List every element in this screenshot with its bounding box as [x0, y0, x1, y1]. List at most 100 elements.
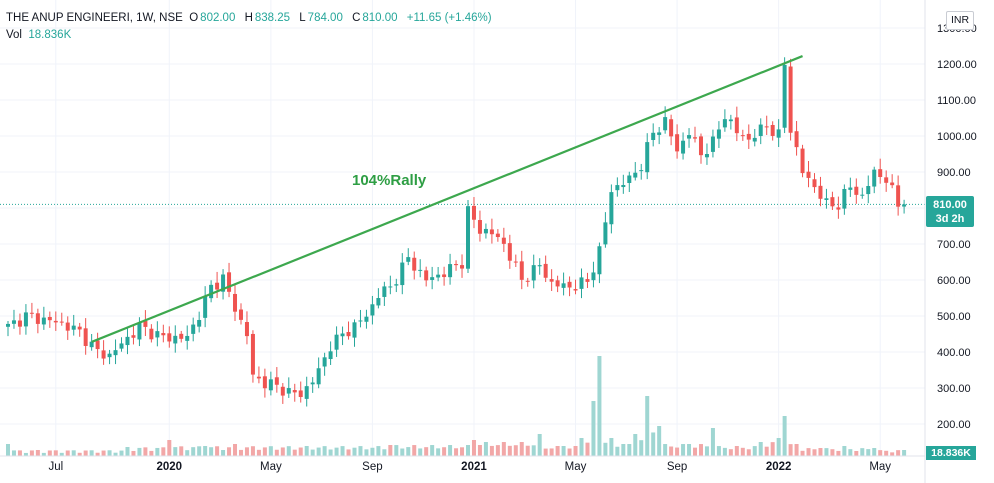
volume-bar — [866, 449, 871, 456]
candle-body — [818, 185, 823, 199]
time-tick-label: 2020 — [157, 461, 183, 473]
volume-bar — [734, 446, 739, 456]
volume-bar — [101, 450, 106, 456]
rally-annotation: 104%Rally — [352, 172, 427, 189]
volume-bar — [352, 447, 357, 456]
volume-bar — [209, 447, 214, 456]
volume-bar — [11, 450, 16, 456]
time-tick-label: May — [260, 461, 282, 473]
candle-body — [65, 322, 70, 331]
candle-body — [537, 265, 542, 267]
currency-button[interactable]: INR — [946, 11, 974, 30]
candle-body — [896, 185, 901, 207]
volume-bar — [812, 449, 817, 456]
candle-body — [280, 386, 285, 396]
volume-bar — [872, 448, 877, 456]
candle-body — [143, 320, 148, 327]
candle-body — [466, 206, 470, 269]
candle-body — [794, 131, 799, 148]
volume-bar — [59, 452, 64, 456]
volume-value: 18.836K — [28, 29, 72, 41]
close-value: 810.00 — [362, 12, 398, 24]
volume-bar — [525, 445, 530, 456]
volume-bar — [424, 447, 429, 456]
candle-body — [322, 357, 327, 367]
candle-body — [29, 312, 34, 314]
candle-body — [364, 316, 369, 322]
candle-body — [884, 177, 889, 183]
volume-bar — [567, 448, 572, 456]
volume-bar — [657, 426, 662, 456]
volume-bar — [669, 446, 674, 456]
volume-bar — [549, 448, 554, 456]
candle-body — [830, 197, 835, 207]
volume-bar — [758, 442, 763, 456]
candle-body — [543, 263, 548, 278]
candle-body — [316, 368, 321, 385]
candle-body — [47, 316, 52, 321]
volume-bar — [663, 444, 668, 456]
volume-bar — [764, 446, 769, 456]
volume-bar — [639, 440, 644, 456]
candle-body — [591, 272, 596, 281]
candle-body — [221, 274, 226, 292]
candle-body — [513, 261, 518, 263]
change-value: +11.65 (+1.46%) — [406, 12, 492, 24]
symbol-name[interactable]: THE ANUP ENGINEERI — [6, 12, 130, 24]
volume-bar — [292, 449, 297, 456]
volume-bar — [609, 438, 614, 456]
candle-body — [788, 66, 793, 133]
candle-body — [376, 298, 381, 306]
candle-body — [227, 272, 232, 292]
volume-bar — [262, 447, 267, 456]
candle-body — [304, 386, 309, 399]
volume-bar — [418, 448, 423, 456]
volume-bar — [137, 447, 142, 456]
candle-body — [77, 326, 82, 330]
price-tick-label: 200.00 — [937, 419, 971, 431]
volume-bar — [113, 452, 118, 456]
candle-body — [394, 284, 399, 286]
candle-body — [6, 323, 10, 327]
candle-body — [770, 124, 775, 136]
candle-body — [436, 274, 441, 278]
candle-body — [262, 376, 267, 389]
volume-bar — [800, 450, 805, 456]
candle-body — [454, 264, 459, 266]
volume-bar — [77, 452, 82, 456]
volume-bar — [29, 450, 34, 456]
volume-bar — [316, 447, 321, 456]
volume-bar — [71, 450, 76, 456]
price-tick-label: 400.00 — [937, 347, 971, 359]
volume-bar — [471, 440, 476, 456]
volume-bar — [615, 446, 620, 456]
candle-body — [627, 175, 632, 183]
candle-body — [561, 283, 566, 288]
volume-bars — [6, 356, 907, 456]
candle-body — [35, 313, 40, 324]
candle-body — [101, 350, 106, 359]
volume-bar — [221, 449, 226, 456]
volume-bar — [53, 450, 58, 456]
volume-bar — [406, 447, 411, 456]
candle-body — [687, 135, 692, 139]
candle-body — [615, 185, 620, 191]
volume-bar — [693, 447, 698, 456]
candle-body — [238, 309, 243, 320]
candle-body — [107, 353, 112, 358]
price-tick-label: 1000.00 — [937, 131, 977, 143]
candle-body — [603, 222, 608, 245]
candle-body — [53, 320, 58, 323]
volume-bar — [107, 450, 112, 456]
candle-body — [675, 134, 680, 152]
candle-body — [185, 335, 190, 341]
candle-body — [358, 320, 363, 322]
candle-body — [346, 332, 351, 337]
candle-body — [681, 140, 686, 154]
low-label: L — [299, 12, 306, 24]
candle-body — [722, 119, 727, 128]
candle-body — [519, 261, 524, 280]
candle-body — [424, 270, 429, 281]
candle-body — [11, 320, 16, 324]
